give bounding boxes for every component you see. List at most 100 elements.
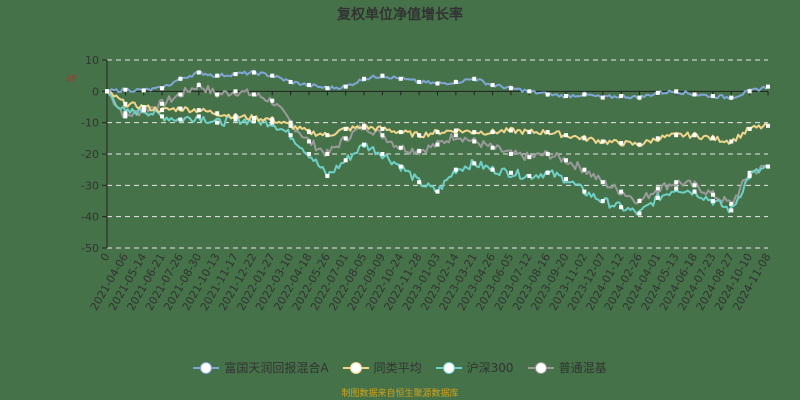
data-point[interactable] (545, 92, 550, 97)
data-point[interactable] (343, 136, 348, 141)
data-point[interactable] (564, 177, 569, 182)
data-point[interactable] (398, 76, 403, 81)
data-point[interactable] (233, 89, 238, 94)
data-point[interactable] (215, 120, 220, 125)
data-point[interactable] (398, 145, 403, 150)
data-point[interactable] (710, 136, 715, 141)
data-point[interactable] (417, 148, 422, 153)
data-point[interactable] (600, 199, 605, 203)
data-point[interactable] (362, 76, 367, 81)
data-point[interactable] (729, 202, 734, 207)
data-point[interactable] (453, 133, 458, 138)
data-point[interactable] (178, 76, 183, 81)
data-point[interactable] (692, 133, 697, 138)
data-point[interactable] (729, 139, 734, 144)
data-point[interactable] (288, 133, 293, 138)
data-point[interactable] (270, 117, 275, 122)
data-point[interactable] (288, 123, 293, 128)
data-point[interactable] (160, 114, 165, 119)
data-point[interactable] (251, 92, 256, 97)
data-point[interactable] (692, 92, 697, 97)
data-point[interactable] (453, 79, 458, 84)
data-point[interactable] (215, 92, 220, 97)
data-point[interactable] (270, 120, 275, 125)
data-point[interactable] (178, 117, 183, 122)
data-point[interactable] (564, 133, 569, 138)
data-point[interactable] (508, 128, 513, 133)
data-point[interactable] (417, 180, 422, 185)
data-point[interactable] (674, 186, 679, 191)
data-point[interactable] (453, 128, 458, 133)
data-point[interactable] (637, 95, 642, 100)
data-point[interactable] (306, 139, 311, 144)
data-point[interactable] (619, 205, 624, 210)
data-point[interactable] (435, 142, 440, 147)
data-point[interactable] (123, 87, 128, 92)
data-point[interactable] (123, 101, 128, 106)
data-point[interactable] (196, 70, 201, 75)
data-point[interactable] (178, 106, 183, 111)
data-point[interactable] (545, 130, 550, 135)
data-point[interactable] (123, 114, 128, 119)
data-point[interactable] (508, 152, 513, 156)
data-point[interactable] (123, 111, 128, 116)
data-point[interactable] (141, 105, 146, 109)
data-point[interactable] (288, 79, 293, 84)
data-point[interactable] (545, 152, 550, 156)
data-point[interactable] (306, 83, 311, 88)
data-point[interactable] (325, 86, 330, 91)
data-point[interactable] (306, 152, 311, 156)
data-point[interactable] (655, 90, 660, 95)
data-point[interactable] (233, 72, 238, 77)
data-point[interactable] (362, 125, 367, 130)
data-point[interactable] (215, 111, 220, 116)
data-point[interactable] (729, 208, 734, 213)
data-point[interactable] (453, 167, 458, 172)
data-point[interactable] (600, 95, 605, 100)
legend-item-peer-avg[interactable]: 同类平均 (342, 359, 422, 376)
data-point[interactable] (380, 133, 385, 138)
data-point[interactable] (362, 142, 367, 147)
data-point[interactable] (490, 83, 495, 88)
data-point[interactable] (472, 130, 477, 135)
data-point[interactable] (251, 70, 256, 75)
data-point[interactable] (674, 133, 679, 138)
data-point[interactable] (196, 83, 201, 88)
data-point[interactable] (141, 108, 146, 113)
data-point[interactable] (160, 86, 165, 91)
data-point[interactable] (251, 115, 256, 120)
data-point[interactable] (435, 81, 440, 86)
data-point[interactable] (325, 173, 330, 178)
data-point[interactable] (637, 211, 642, 216)
data-point[interactable] (215, 73, 220, 78)
data-point[interactable] (105, 89, 109, 94)
data-point[interactable] (710, 94, 715, 99)
data-point[interactable] (270, 73, 275, 78)
legend-item-csi300[interactable]: 沪深300 (435, 359, 514, 376)
legend-item-mixed[interactable]: 普通混基 (527, 359, 607, 376)
data-point[interactable] (288, 120, 293, 125)
data-point[interactable] (435, 189, 440, 194)
legend-item-fund[interactable]: 富国天润回报混合A (193, 359, 329, 376)
data-point[interactable] (637, 142, 642, 147)
data-point[interactable] (325, 152, 330, 156)
data-point[interactable] (490, 167, 495, 172)
data-point[interactable] (325, 133, 330, 138)
data-point[interactable] (582, 92, 587, 97)
data-point[interactable] (196, 114, 201, 119)
data-point[interactable] (306, 130, 311, 135)
data-point[interactable] (710, 199, 715, 203)
data-point[interactable] (600, 180, 605, 185)
data-point[interactable] (582, 189, 587, 194)
data-point[interactable] (233, 117, 238, 122)
data-point[interactable] (178, 92, 183, 97)
data-point[interactable] (619, 94, 624, 99)
data-point[interactable] (747, 89, 752, 94)
data-point[interactable] (582, 167, 587, 172)
data-point[interactable] (490, 130, 495, 135)
data-point[interactable] (674, 89, 679, 94)
data-point[interactable] (380, 152, 385, 156)
data-point[interactable] (710, 192, 715, 197)
data-point[interactable] (380, 73, 385, 78)
data-point[interactable] (398, 130, 403, 135)
